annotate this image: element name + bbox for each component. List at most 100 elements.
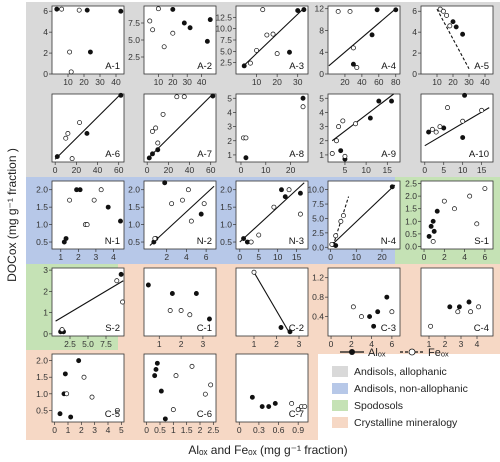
point-al	[150, 151, 155, 157]
point-fe	[270, 31, 276, 37]
legend-swatch-allophanic	[332, 366, 348, 377]
point-al	[241, 236, 247, 241]
y-tick-label: 7.5	[220, 35, 232, 45]
point-al	[68, 414, 74, 420]
x-tick-label: 6	[483, 252, 488, 262]
point-fe	[150, 128, 155, 134]
point-fe	[150, 27, 156, 33]
point-fe	[389, 309, 395, 315]
point-al	[146, 155, 152, 161]
panel-label: A-3	[289, 61, 304, 72]
y-tick-label: 4	[319, 47, 324, 57]
point-fe	[64, 391, 70, 397]
point-al	[282, 194, 288, 200]
point-fe	[256, 232, 262, 238]
point-fe	[340, 213, 346, 219]
point-fe	[120, 299, 126, 305]
point-fe	[189, 363, 195, 369]
point-al	[279, 187, 284, 193]
plot-area	[51, 5, 125, 75]
y-axis-title: DOCox (mg g⁻¹ fraction )	[5, 148, 19, 282]
point-al	[118, 271, 124, 277]
point-fe	[430, 238, 436, 244]
trend-line	[436, 8, 470, 70]
y-tick-label: 0	[412, 69, 417, 79]
y-tick-label: 0.5	[405, 229, 417, 239]
x-tick-label: 20	[448, 77, 458, 87]
x-axis-title: Alₒₓ and Feₒₓ (mg g⁻¹ fraction)	[188, 443, 347, 457]
point-al	[462, 92, 468, 98]
plot-area	[327, 267, 401, 337]
point-al	[466, 299, 472, 305]
point-fe	[187, 312, 193, 318]
legend-swatch-non-allophanic	[332, 383, 348, 394]
x-tick-label: 20	[72, 165, 82, 175]
point-fe	[338, 218, 344, 224]
y-tick-label: 2.0	[36, 356, 48, 366]
legend-al-marker	[349, 349, 355, 355]
x-tick-label: 40	[357, 77, 367, 87]
point-fe	[264, 32, 270, 38]
point-fe	[65, 130, 71, 136]
point-fe	[336, 124, 342, 130]
point-al	[287, 329, 293, 335]
point-al	[169, 291, 175, 296]
y-tick-label: 7.5	[312, 199, 324, 209]
trend-line	[253, 271, 291, 335]
x-tick-label: 2	[198, 425, 203, 435]
point-al	[198, 211, 204, 217]
x-tick-label: 2.5	[207, 425, 219, 435]
x-tick-label: 0	[422, 252, 427, 262]
point-al	[87, 49, 93, 55]
point-al	[84, 7, 90, 13]
y-tick-label: 2.5	[128, 52, 140, 62]
y-tick-label: 4	[412, 27, 417, 37]
x-tick-label: 30	[182, 77, 192, 87]
point-fe	[59, 6, 65, 12]
point-al	[63, 236, 69, 241]
point-fe	[59, 327, 65, 333]
point-fe	[329, 241, 335, 247]
point-al	[389, 98, 394, 104]
point-fe	[297, 211, 303, 217]
x-tick-label: 40	[480, 77, 490, 87]
point-fe	[247, 60, 253, 66]
legend-label-allophanic: Andisols, allophanic	[354, 366, 447, 378]
panel-C-5: 0 1 2 3 4 5 0.5 1.0 1.5 2.0 C-5	[36, 353, 125, 435]
y-tick-label: 1.0	[36, 389, 48, 399]
panel-A-3: 10 20 30 2.5 5.07.510.0 12.5 A-3	[215, 5, 309, 87]
y-tick-label: 2	[319, 136, 324, 146]
panel-label: A-9	[381, 149, 396, 160]
point-fe	[188, 218, 194, 224]
point-al	[367, 314, 373, 320]
point-fe	[334, 138, 339, 144]
x-tick-label: 4	[111, 252, 116, 262]
x-tick-label: 1	[58, 252, 63, 262]
point-al	[54, 154, 60, 160]
point-al	[204, 38, 210, 44]
y-tick-label: 5	[319, 93, 324, 103]
point-fe	[295, 407, 301, 413]
point-fe	[180, 197, 185, 203]
point-al	[426, 233, 432, 239]
point-fe	[178, 308, 184, 313]
y-tick-label: 2	[412, 48, 417, 58]
point-al	[460, 135, 466, 140]
point-al	[300, 95, 306, 101]
point-fe	[429, 126, 435, 132]
point-al	[154, 360, 160, 366]
point-al	[259, 404, 265, 409]
point-fe	[68, 69, 74, 75]
point-fe	[81, 374, 87, 380]
point-fe	[114, 407, 120, 413]
point-fe	[271, 204, 277, 210]
x-tick-label: 60	[374, 77, 384, 87]
y-tick-label: 4	[43, 27, 48, 37]
point-fe	[202, 391, 208, 397]
y-tick-label: 8	[319, 25, 324, 35]
plot-area	[143, 353, 217, 423]
point-al	[272, 401, 278, 406]
y-tick-label: 0	[43, 329, 48, 339]
x-tick-label: 80	[391, 77, 401, 87]
